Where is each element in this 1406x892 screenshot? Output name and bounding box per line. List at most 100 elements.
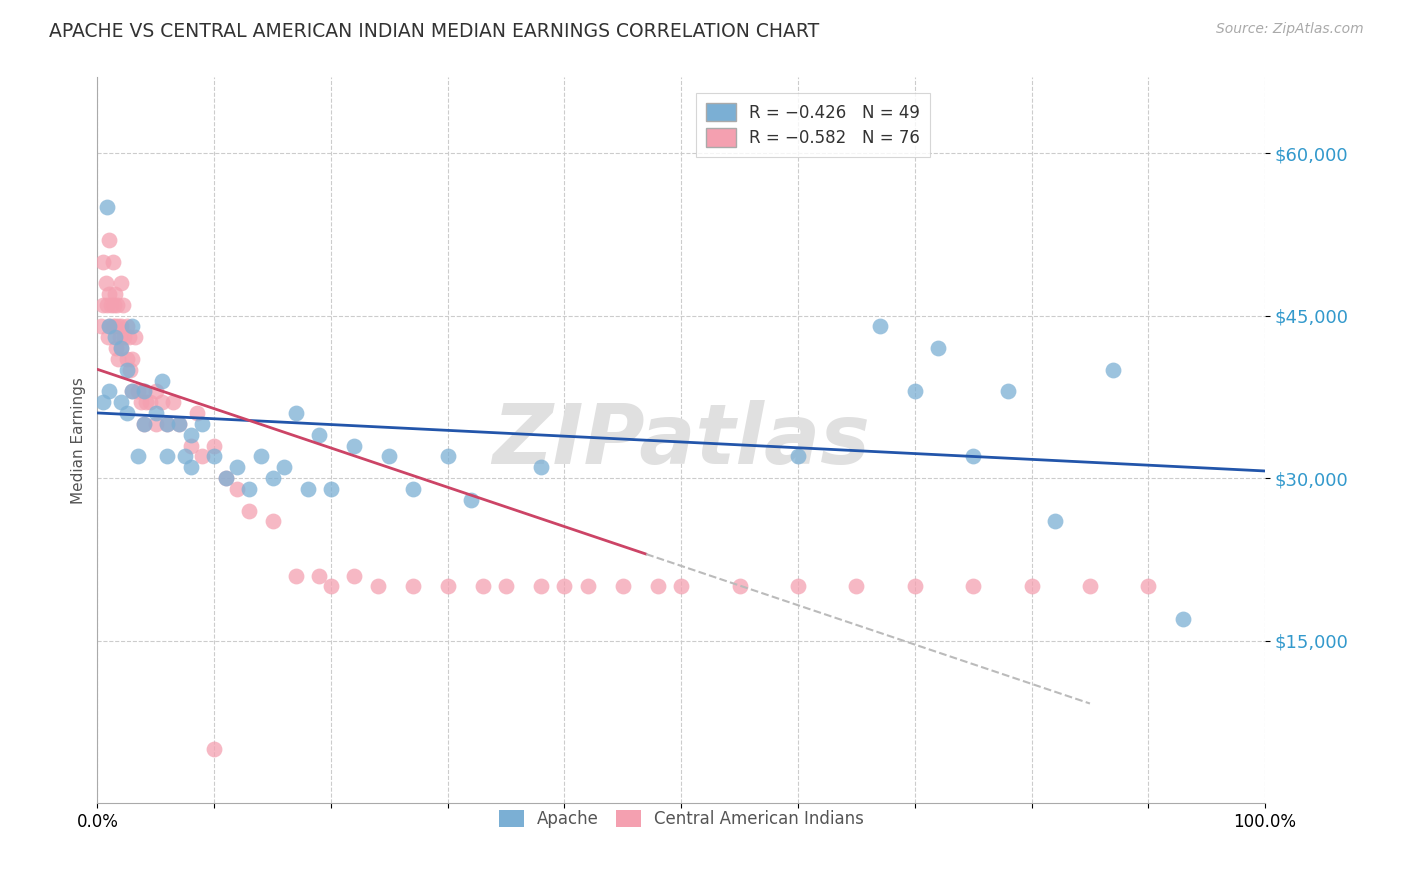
Point xyxy=(121,351,143,366)
Point xyxy=(96,298,118,312)
Point xyxy=(927,341,949,355)
Point xyxy=(91,298,114,312)
Point xyxy=(110,319,132,334)
Point xyxy=(471,579,494,593)
Point xyxy=(308,427,330,442)
Point xyxy=(226,460,249,475)
Point xyxy=(845,579,868,593)
Point xyxy=(238,482,260,496)
Text: APACHE VS CENTRAL AMERICAN INDIAN MEDIAN EARNINGS CORRELATION CHART: APACHE VS CENTRAL AMERICAN INDIAN MEDIAN… xyxy=(49,22,820,41)
Point xyxy=(108,330,131,344)
Point xyxy=(98,287,121,301)
Point xyxy=(115,363,138,377)
Y-axis label: Median Earnings: Median Earnings xyxy=(72,376,86,504)
Point xyxy=(132,384,155,399)
Point xyxy=(132,384,155,399)
Point xyxy=(115,351,138,366)
Point xyxy=(118,363,141,377)
Point xyxy=(145,417,167,431)
Point xyxy=(98,319,121,334)
Point xyxy=(273,460,295,475)
Point xyxy=(156,417,179,431)
Point xyxy=(132,417,155,431)
Point xyxy=(647,579,669,593)
Point xyxy=(112,298,135,312)
Point xyxy=(401,482,423,496)
Point xyxy=(460,492,482,507)
Point xyxy=(167,417,190,431)
Point xyxy=(186,406,208,420)
Point xyxy=(319,482,342,496)
Point xyxy=(1173,612,1195,626)
Point xyxy=(180,460,202,475)
Point xyxy=(110,395,132,409)
Point xyxy=(202,741,225,756)
Point xyxy=(156,450,179,464)
Point xyxy=(97,330,120,344)
Point xyxy=(112,330,135,344)
Point xyxy=(215,471,238,485)
Point xyxy=(869,319,891,334)
Point xyxy=(202,439,225,453)
Point xyxy=(378,450,401,464)
Point xyxy=(284,406,307,420)
Point xyxy=(904,384,927,399)
Point xyxy=(576,579,599,593)
Point xyxy=(132,417,155,431)
Point xyxy=(226,482,249,496)
Text: Source: ZipAtlas.com: Source: ZipAtlas.com xyxy=(1216,22,1364,37)
Point xyxy=(115,406,138,420)
Point xyxy=(250,450,273,464)
Point xyxy=(436,450,458,464)
Point xyxy=(671,579,693,593)
Point xyxy=(103,298,125,312)
Point xyxy=(101,254,124,268)
Point xyxy=(367,579,389,593)
Point xyxy=(215,471,238,485)
Point xyxy=(121,384,143,399)
Point xyxy=(115,319,138,334)
Point xyxy=(436,579,458,593)
Point xyxy=(110,341,132,355)
Point xyxy=(262,471,284,485)
Point xyxy=(191,450,214,464)
Point xyxy=(145,384,167,399)
Point xyxy=(121,384,143,399)
Point xyxy=(127,450,149,464)
Point xyxy=(262,515,284,529)
Point xyxy=(100,298,122,312)
Point xyxy=(495,579,517,593)
Point xyxy=(191,417,214,431)
Point xyxy=(104,319,127,334)
Point xyxy=(238,503,260,517)
Point xyxy=(150,374,173,388)
Point xyxy=(1102,363,1125,377)
Point xyxy=(91,395,114,409)
Point xyxy=(90,319,112,334)
Point xyxy=(162,395,184,409)
Point xyxy=(127,384,149,399)
Point xyxy=(107,319,129,334)
Point xyxy=(110,341,132,355)
Point xyxy=(530,460,553,475)
Point xyxy=(997,384,1019,399)
Point xyxy=(167,417,190,431)
Point xyxy=(180,427,202,442)
Point xyxy=(91,254,114,268)
Point xyxy=(145,406,167,420)
Legend: Apache, Central American Indians: Apache, Central American Indians xyxy=(492,803,870,835)
Point xyxy=(98,319,121,334)
Point xyxy=(401,579,423,593)
Point xyxy=(105,298,128,312)
Point xyxy=(787,450,810,464)
Point xyxy=(105,341,128,355)
Point xyxy=(1137,579,1160,593)
Point xyxy=(180,439,202,453)
Point xyxy=(156,417,179,431)
Point xyxy=(343,568,366,582)
Point xyxy=(904,579,927,593)
Point xyxy=(728,579,751,593)
Point xyxy=(530,579,553,593)
Point xyxy=(135,395,157,409)
Point xyxy=(962,579,984,593)
